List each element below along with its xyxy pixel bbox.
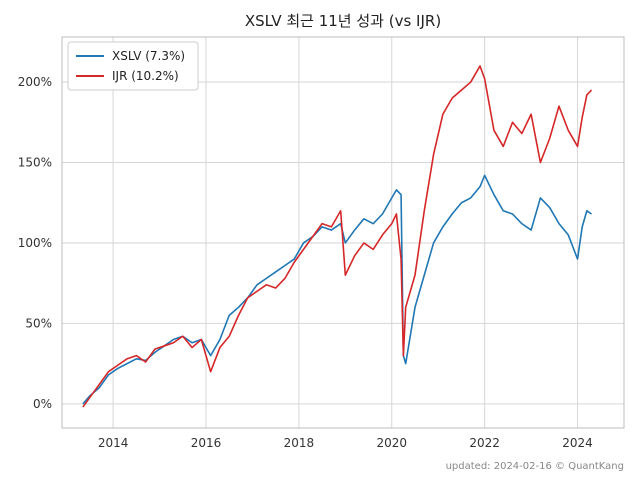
y-tick-label: 200% [18,75,52,89]
y-tick-label: 50% [25,316,52,330]
legend-label-ijr: IJR (10.2%) [112,69,179,83]
chart-title: XSLV 최근 11년 성과 (vs IJR) [245,12,441,30]
x-tick-label: 2018 [284,436,315,450]
x-tick-label: 2022 [469,436,500,450]
series-layer [82,65,593,408]
y-tick-label: 100% [18,236,52,250]
y-tick-label: 0% [33,397,52,411]
x-tick-label: 2016 [191,436,222,450]
x-tick-label: 2020 [376,436,407,450]
footer-note: updated: 2024-02-16 © QuantKang [446,461,624,472]
x-tick-label: 2014 [98,436,129,450]
x-tick-label: 2024 [562,436,593,450]
y-axis: 0% 50% 100% 150% 200% [18,75,52,411]
legend-label-xslv: XSLV (7.3%) [112,49,185,63]
legend: XSLV (7.3%) IJR (10.2%) [67,41,199,91]
plot-frame [61,36,625,429]
legend-box [67,41,199,91]
series-line-ijr [82,65,593,408]
x-axis: 2014 2016 2018 2020 2022 2024 [98,436,593,450]
series-line-xslv [82,174,592,405]
y-tick-label: 150% [18,156,52,170]
